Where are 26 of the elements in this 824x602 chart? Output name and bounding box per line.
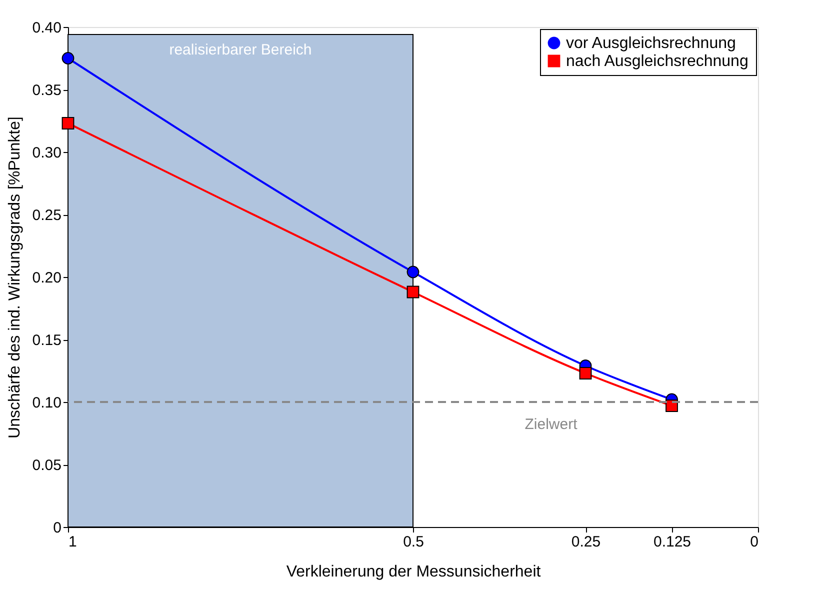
x-tick-label: 0.125 [653,534,692,550]
y-tick-label: 0.10 [32,394,62,412]
legend-label: vor Ausgleichsrechnung [566,35,736,52]
point [406,266,420,278]
y-tick-label: 0 [53,520,62,536]
x-axis-title: Verkleinerung der Messunsicherheit [286,564,542,580]
point [666,400,678,412]
y-tick-label: 0.30 [32,144,62,162]
point [62,117,74,130]
y-tick-label: 0.35 [32,82,62,99]
point [62,52,74,64]
x-tick-label: 1 [68,534,77,550]
y-tick-label: 0.15 [32,332,62,349]
point [406,286,420,298]
legend-label: nach Ausgleichsrechnung [566,53,748,70]
ref-line-label: Zielwert [524,416,578,433]
band-label: realisierbarer Bereich [169,42,312,58]
y-tick-label: 0.20 [32,270,62,286]
x-tick-label: 0.5 [403,534,424,550]
x-tick-label: 0 [750,534,758,550]
point [579,367,592,380]
x-tick-label: 0.25 [571,534,601,550]
y-tick-label: 0.40 [32,20,62,36]
y-tick-label: 0.25 [32,207,62,224]
y-tick-label: 0.05 [32,457,62,474]
y-axis-title: Unschärfe des ind. Wirkungsgrads [%Punkte] [6,116,24,438]
